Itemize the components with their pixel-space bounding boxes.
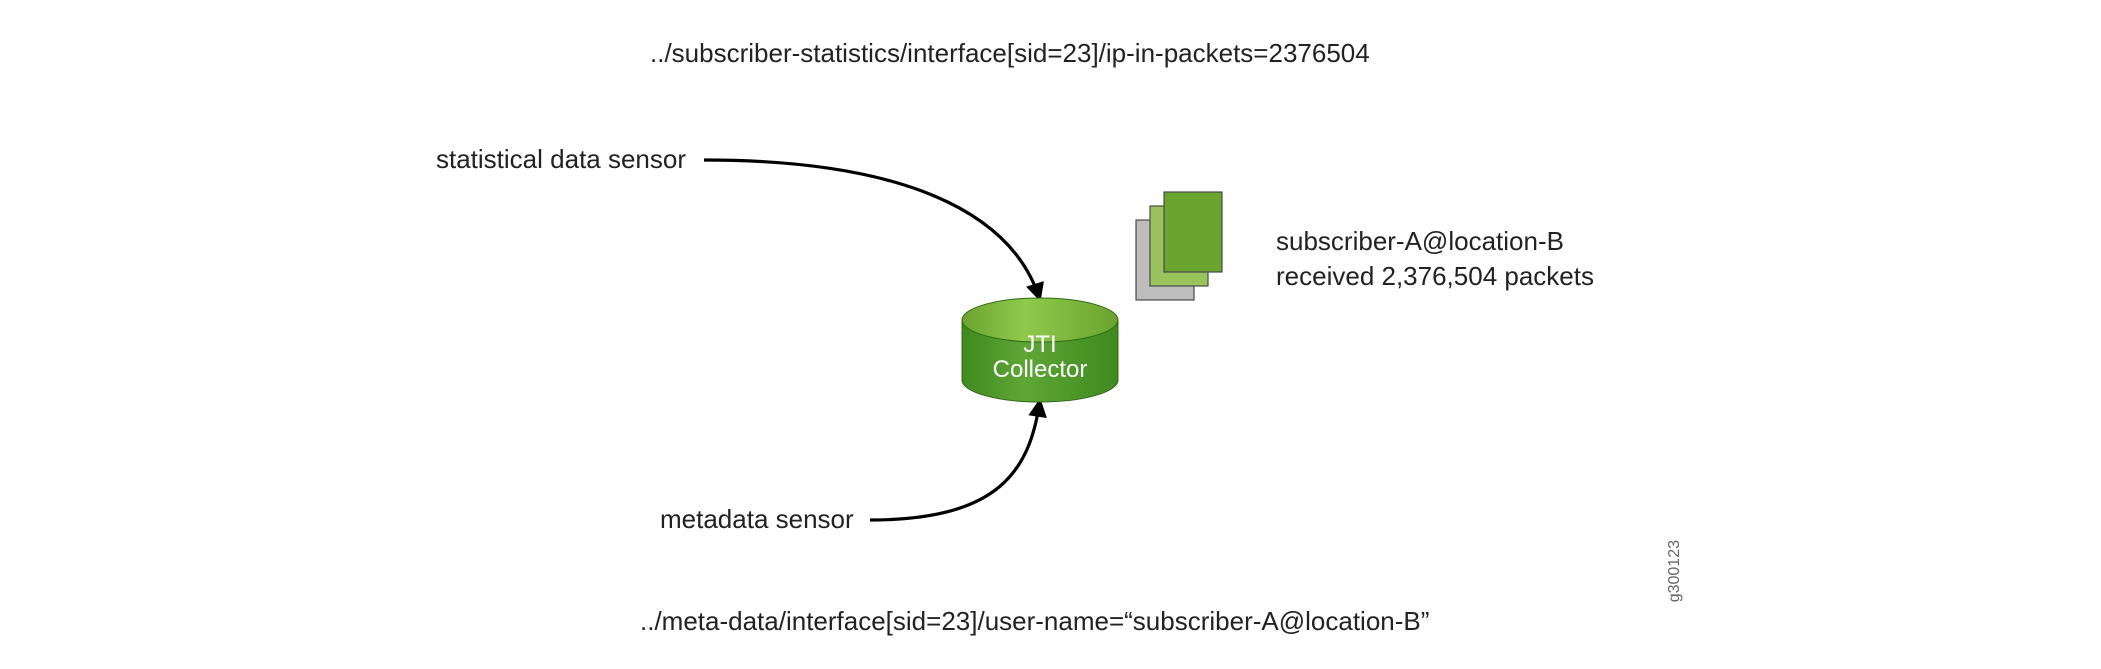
output-text: subscriber-A@location-B received 2,376,5… (1276, 224, 1594, 294)
arrow-metadata-to-collector (870, 400, 1040, 520)
diagram-svg: JTI Collector (0, 0, 2101, 669)
jti-collector-cylinder: JTI Collector (962, 298, 1118, 402)
collector-label-line1: JTI (1023, 331, 1056, 358)
reports-stack-icon (1136, 192, 1222, 300)
metadata-sensor-label: metadata sensor (660, 504, 854, 535)
top-data-path-text: ../subscriber-statistics/interface[sid=2… (650, 38, 1370, 69)
figure-id-tag: g300123 (1666, 540, 1684, 602)
collector-label-line2: Collector (993, 356, 1088, 383)
output-line1: subscriber-A@location-B (1276, 224, 1594, 259)
bottom-data-path-text: ../meta-data/interface[sid=23]/user-name… (640, 606, 1429, 637)
statistical-sensor-label: statistical data sensor (436, 144, 686, 175)
output-line2: received 2,376,504 packets (1276, 259, 1594, 294)
diagram-stage: JTI Collector ../subscriber-statistics/i… (0, 0, 2101, 669)
arrow-statistical-to-collector (704, 160, 1040, 300)
